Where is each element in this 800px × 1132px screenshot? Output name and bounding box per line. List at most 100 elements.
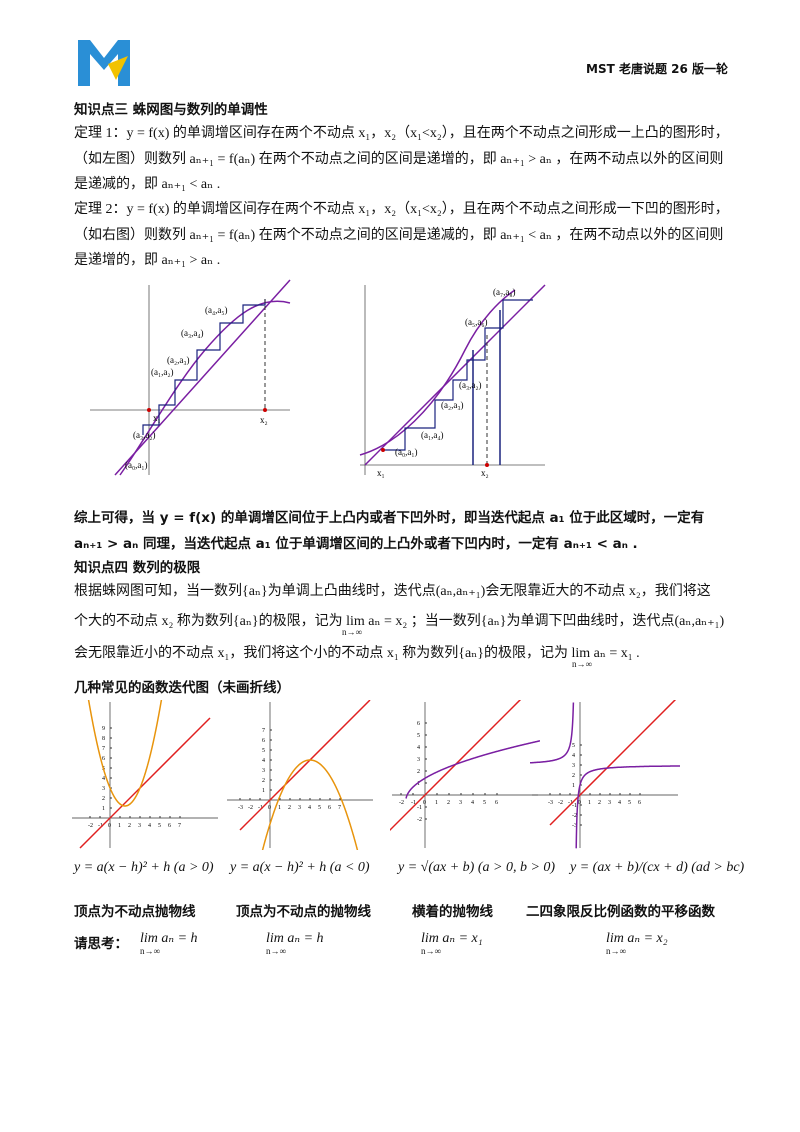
- text-line: 定理 2：y = f(x) 的单调增区间存在两个不动点 x₁，x₂（x₁<x₂）…: [74, 202, 729, 217]
- tick-label: 3: [138, 823, 141, 829]
- text-line: 综上可得，当 y = f(x) 的单调增区间位于上凸内或者下凹外时，即当迭代起点…: [74, 510, 705, 526]
- tick-label: 1: [435, 800, 438, 806]
- figure-label: x₂: [260, 415, 268, 425]
- tick-label: 3: [417, 757, 420, 763]
- section-title: 几种常见的函数迭代图（未画折线）: [74, 680, 290, 696]
- tick-label: 3: [459, 800, 462, 806]
- logo: [78, 40, 130, 86]
- limit-sub: n→∞: [606, 946, 626, 956]
- tick-label: 6: [102, 756, 105, 762]
- tick-label: 2: [102, 796, 105, 802]
- caption: 横着的抛物线: [412, 904, 493, 920]
- text-line: 会无限靠近小的不动点 x₁，我们将这个小的不动点 x₁ 称为数列{aₙ}的极限，…: [74, 646, 640, 661]
- formula: y = a(x − h)² + h (a < 0): [230, 860, 370, 875]
- limit-sub: n→∞: [140, 946, 160, 956]
- tick-label: -1: [258, 805, 263, 811]
- limit: lim aₙ = x₂: [606, 931, 668, 946]
- think-label: 请思考：: [74, 936, 128, 952]
- tick-label: 4: [417, 745, 420, 751]
- left-cobweb: (a₄,a₅) (a₃,a₄) (a₂,a₃) (a₁,a₂) (a₃,a₂) (a₀,a…: [90, 279, 291, 476]
- caption: 二四象限反比例函数的平移函数: [526, 904, 715, 920]
- figure-label: x₂: [481, 468, 489, 478]
- caption: 顶点为不动点抛物线: [74, 904, 196, 920]
- tick-label: 8: [102, 736, 105, 742]
- tick-label: 6: [417, 721, 420, 727]
- limit: lim aₙ = h: [140, 931, 198, 946]
- tick-label: 7: [262, 728, 265, 734]
- text-line: 根据蛛网图可知，当一数列{aₙ}为单调上凸曲线时，迭代点(aₙ,aₙ₊₁)会无限…: [74, 584, 711, 599]
- text-line: 定理 1：y = f(x) 的单调增区间存在两个不动点 x₁，x₂（x₁<x₂）…: [74, 126, 729, 141]
- function-curve: [87, 700, 163, 807]
- function-curve: [261, 759, 359, 850]
- tick-label: 4: [471, 800, 474, 806]
- limit-sub: n→∞: [572, 659, 592, 669]
- tick-label: 1: [417, 781, 420, 787]
- figure-label: (a₃,a₂): [459, 380, 482, 390]
- tick-label: 0: [268, 805, 271, 811]
- tick-label: 4: [148, 823, 151, 829]
- tick-label: 0: [108, 823, 111, 829]
- tick-label: -2: [248, 805, 253, 811]
- function-curve: [405, 740, 540, 799]
- tick-label: 4: [572, 753, 575, 759]
- section-title: 知识点三 蛛网图与数列的单调性: [74, 102, 268, 118]
- tick-label: 0: [578, 800, 581, 806]
- tick-label: 1: [102, 806, 105, 812]
- figure-label: (a₄,a₅): [205, 305, 228, 315]
- tick-label: 7: [102, 746, 105, 752]
- tick-label: 1: [588, 800, 591, 806]
- tick-label: -2: [417, 817, 422, 823]
- figure-label: (a₇,a₈): [493, 287, 516, 297]
- tick-label: 5: [572, 743, 575, 749]
- tick-label: 7: [178, 823, 181, 829]
- identity-line: [390, 700, 522, 832]
- formula: y = (ax + b)/(cx + d) (ad > bc): [570, 860, 745, 875]
- tick-label: -1: [98, 823, 103, 829]
- figure-label: (a₃,a₄): [181, 328, 204, 338]
- tick-label: -1: [572, 803, 577, 809]
- tick-label: -1: [568, 800, 573, 806]
- identity-line: [549, 700, 677, 826]
- limit: lim aₙ = x₁: [421, 931, 483, 946]
- tick-label: 3: [102, 786, 105, 792]
- tick-label: 1: [262, 788, 265, 794]
- figure-label: (a₀,a₁): [395, 447, 418, 457]
- identity-line: [239, 700, 371, 831]
- tick-label: 9: [102, 726, 105, 732]
- caption: 顶点为不动点的抛物线: [236, 904, 371, 920]
- tick-label: 1: [278, 805, 281, 811]
- tick-label: 6: [638, 800, 641, 806]
- text-line: aₙ₊₁ > aₙ 同理，当迭代起点 a₁ 位于单调增区间的上凸外或者下凹内时，…: [74, 536, 638, 552]
- figure-label: (a₂,a₃): [441, 400, 464, 410]
- tick-label: -3: [548, 800, 553, 806]
- tick-label: 6: [262, 738, 265, 744]
- tick-label: 5: [417, 733, 420, 739]
- tick-label: 5: [483, 800, 486, 806]
- tick-label: 6: [328, 805, 331, 811]
- tick-label: 6: [168, 823, 171, 829]
- figure-label: (a₁,a₄): [421, 430, 444, 440]
- tick-label: -1: [417, 805, 422, 811]
- tick-label: 4: [308, 805, 311, 811]
- tick-label: 4: [618, 800, 621, 806]
- figure-label: x₁: [153, 413, 161, 423]
- tick-label: 5: [628, 800, 631, 806]
- figure-label: x₁: [377, 468, 385, 478]
- figure-label: (a₁,a₂): [151, 367, 174, 377]
- text-line: （如左图）则数列 aₙ₊₁ = f(aₙ) 在两个不动点之间的区间是递增的，即 …: [74, 152, 724, 167]
- function-graph: -3 -2 -1 0 1 2 3 4 5 6 7 1 2 3 4 5 6 7: [227, 700, 373, 850]
- right-cobweb: (a₇,a₈) (a₅,a₆) (a₃,a₂) (a₂,a₃) (a₁,a₄)(a₀,a…: [359, 284, 546, 478]
- formula: y = a(x − h)² + h (a > 0): [74, 860, 214, 875]
- identity-line: [79, 717, 211, 849]
- tick-label: 3: [262, 768, 265, 774]
- tick-label: -3: [572, 823, 577, 829]
- header-title: MST 老唐说题 26 版一轮: [586, 62, 729, 76]
- tick-label: 2: [417, 769, 420, 775]
- tick-label: 2: [447, 800, 450, 806]
- tick-label: 4: [102, 776, 105, 782]
- tick-label: 6: [495, 800, 498, 806]
- figure-label: (a₅,a₆): [465, 317, 488, 327]
